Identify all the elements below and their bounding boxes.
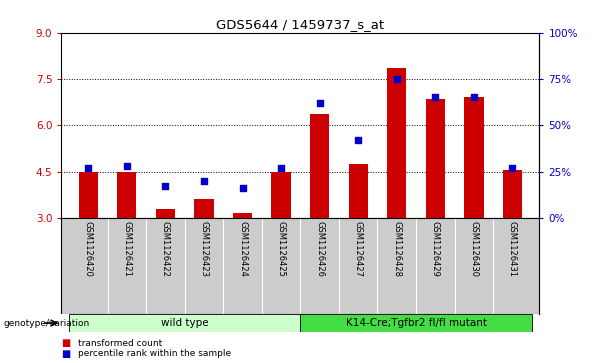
Point <box>353 137 363 143</box>
Text: GSM1126429: GSM1126429 <box>431 221 440 277</box>
Text: GSM1126430: GSM1126430 <box>470 221 478 277</box>
Bar <box>464 98 484 218</box>
Point <box>161 183 170 189</box>
Bar <box>117 171 137 218</box>
Bar <box>78 171 98 218</box>
Text: GSM1126428: GSM1126428 <box>392 221 402 277</box>
Bar <box>69 314 300 332</box>
Bar <box>300 314 531 332</box>
Bar <box>387 68 406 218</box>
Text: GSM1126420: GSM1126420 <box>84 221 93 277</box>
Text: ■: ■ <box>61 349 70 359</box>
Text: GSM1126425: GSM1126425 <box>276 221 286 277</box>
Text: GSM1126423: GSM1126423 <box>199 221 208 277</box>
Text: ■: ■ <box>61 338 70 348</box>
Point <box>83 165 93 171</box>
Point <box>314 100 324 106</box>
Point <box>238 185 248 191</box>
Point <box>392 76 402 82</box>
Point <box>276 165 286 171</box>
Bar <box>272 171 291 218</box>
Bar <box>194 199 213 218</box>
Point <box>469 95 479 101</box>
Text: GSM1126421: GSM1126421 <box>123 221 131 277</box>
Bar <box>233 213 252 218</box>
Text: wild type: wild type <box>161 318 208 328</box>
Bar <box>425 99 445 218</box>
Text: GSM1126426: GSM1126426 <box>315 221 324 277</box>
Text: GSM1126427: GSM1126427 <box>354 221 363 277</box>
Point <box>508 165 517 171</box>
Text: percentile rank within the sample: percentile rank within the sample <box>78 350 232 358</box>
Bar <box>349 164 368 218</box>
Text: GSM1126424: GSM1126424 <box>238 221 247 277</box>
Bar <box>310 114 329 218</box>
Title: GDS5644 / 1459737_s_at: GDS5644 / 1459737_s_at <box>216 19 384 32</box>
Bar <box>156 208 175 218</box>
Bar <box>503 170 522 218</box>
Text: GSM1126422: GSM1126422 <box>161 221 170 277</box>
Text: K14-Cre;Tgfbr2 fl/fl mutant: K14-Cre;Tgfbr2 fl/fl mutant <box>346 318 487 328</box>
Point <box>430 95 440 101</box>
Text: genotype/variation: genotype/variation <box>3 319 89 327</box>
Point <box>199 178 209 184</box>
Point <box>122 163 132 169</box>
Text: transformed count: transformed count <box>78 339 162 347</box>
Text: GSM1126431: GSM1126431 <box>508 221 517 277</box>
